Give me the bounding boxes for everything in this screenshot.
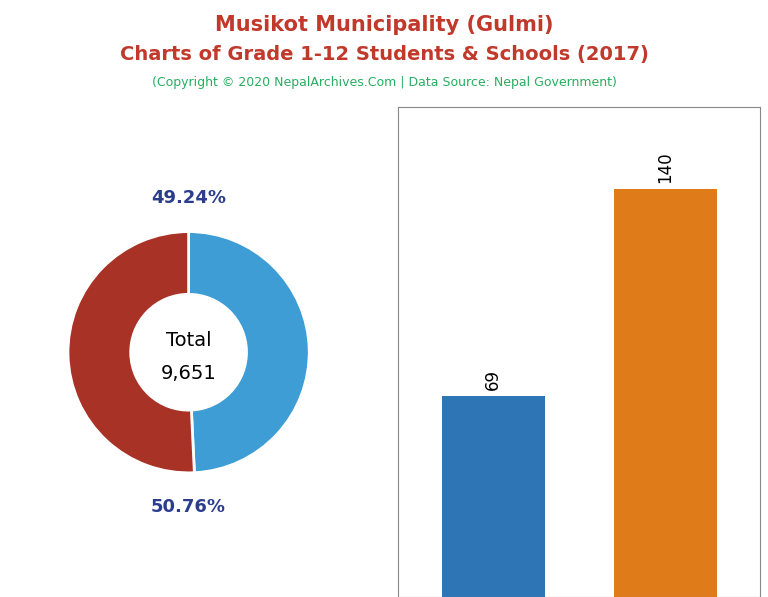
- Text: Musikot Municipality (Gulmi): Musikot Municipality (Gulmi): [215, 15, 553, 35]
- Text: Total: Total: [166, 331, 211, 350]
- Text: 50.76%: 50.76%: [151, 498, 226, 516]
- Text: 9,651: 9,651: [161, 364, 217, 383]
- Wedge shape: [189, 232, 310, 473]
- Bar: [614, 189, 717, 597]
- Text: 69: 69: [485, 369, 502, 390]
- Bar: [442, 396, 545, 597]
- Text: 49.24%: 49.24%: [151, 189, 226, 207]
- Wedge shape: [68, 232, 194, 473]
- Text: Charts of Grade 1-12 Students & Schools (2017): Charts of Grade 1-12 Students & Schools …: [120, 45, 648, 64]
- Text: (Copyright © 2020 NepalArchives.Com | Data Source: Nepal Government): (Copyright © 2020 NepalArchives.Com | Da…: [151, 76, 617, 90]
- Text: 140: 140: [657, 152, 674, 183]
